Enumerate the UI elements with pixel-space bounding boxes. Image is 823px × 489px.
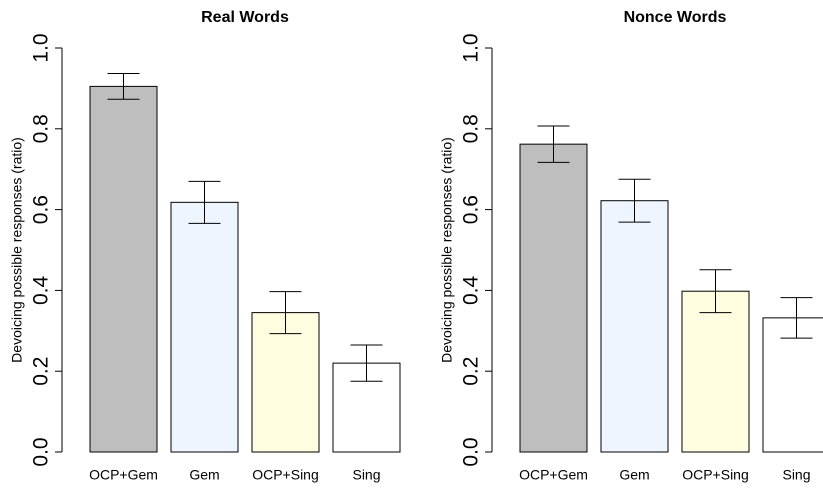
y-axis-label: Devoicing possible responses (ratio)	[439, 137, 455, 363]
x-tick-label: Sing	[352, 467, 380, 483]
y-tick-label: 0.8	[30, 114, 53, 143]
x-tick-label: OCP+Sing	[252, 467, 319, 483]
x-tick-label: OCP+Sing	[682, 467, 749, 483]
chart-title: Real Words	[201, 9, 289, 26]
x-tick-label: Gem	[619, 467, 649, 483]
x-tick-label: OCP+Gem	[89, 467, 158, 483]
x-tick-label: Gem	[189, 467, 219, 483]
bar	[762, 317, 823, 453]
chart-title: Nonce Words	[624, 9, 727, 26]
bar	[89, 85, 158, 453]
y-tick-label: 0.2	[30, 357, 53, 386]
x-tick-label: Sing	[782, 467, 810, 483]
x-tick-label: OCP+Gem	[519, 467, 588, 483]
y-tick-label: 0.8	[460, 114, 483, 143]
y-tick-label: 0.0	[30, 437, 53, 466]
y-tick-label: 0.0	[460, 437, 483, 466]
y-tick-label: 0.6	[460, 195, 483, 224]
y-axis-label: Devoicing possible responses (ratio)	[9, 137, 25, 363]
y-tick-label: 1.0	[30, 33, 53, 62]
y-tick-label: 0.2	[460, 357, 483, 386]
bar	[251, 312, 320, 453]
bar	[681, 290, 750, 453]
bar	[170, 201, 239, 453]
y-tick-label: 0.4	[460, 275, 483, 305]
y-tick-label: 1.0	[460, 33, 483, 62]
bar	[519, 143, 588, 453]
bar	[600, 200, 669, 453]
y-tick-label: 0.6	[30, 195, 53, 224]
y-tick-label: 0.4	[30, 275, 53, 305]
